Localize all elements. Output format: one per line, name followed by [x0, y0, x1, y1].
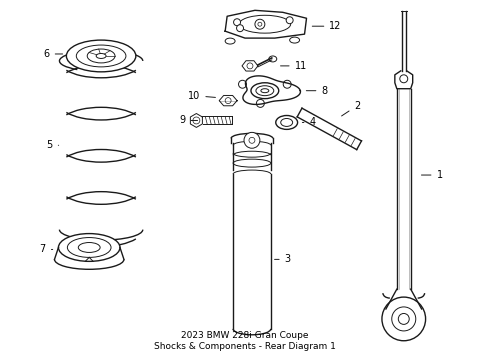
Circle shape — [256, 99, 264, 107]
Text: 10: 10 — [188, 91, 216, 101]
Circle shape — [193, 117, 200, 124]
Ellipse shape — [269, 56, 277, 62]
Ellipse shape — [225, 38, 235, 44]
Circle shape — [382, 297, 426, 341]
Text: 6: 6 — [44, 49, 63, 59]
Text: 9: 9 — [179, 116, 197, 126]
Ellipse shape — [68, 238, 111, 257]
Ellipse shape — [239, 15, 291, 33]
Circle shape — [286, 17, 293, 24]
Circle shape — [237, 25, 244, 32]
Circle shape — [392, 307, 416, 331]
Ellipse shape — [256, 86, 274, 96]
Ellipse shape — [251, 83, 279, 99]
Text: 5: 5 — [47, 140, 59, 150]
Text: 12: 12 — [312, 21, 342, 31]
Circle shape — [400, 75, 408, 83]
Circle shape — [225, 98, 231, 104]
Text: 4: 4 — [302, 117, 316, 127]
Circle shape — [283, 80, 291, 88]
Circle shape — [398, 314, 409, 324]
Circle shape — [234, 19, 241, 26]
Text: 2023 BMW 228i Gran Coupe
Shocks & Components - Rear Diagram 1: 2023 BMW 228i Gran Coupe Shocks & Compon… — [154, 331, 336, 351]
Circle shape — [247, 63, 253, 69]
Ellipse shape — [96, 54, 106, 58]
Text: 11: 11 — [280, 61, 307, 71]
Ellipse shape — [87, 49, 115, 63]
Ellipse shape — [276, 116, 297, 129]
Ellipse shape — [290, 37, 299, 43]
Text: 8: 8 — [306, 86, 327, 96]
Text: 1: 1 — [421, 170, 442, 180]
Text: 3: 3 — [274, 255, 291, 264]
Circle shape — [255, 19, 265, 29]
Circle shape — [239, 80, 246, 88]
Text: 7: 7 — [40, 244, 53, 255]
Ellipse shape — [76, 45, 126, 67]
Ellipse shape — [58, 234, 120, 261]
Ellipse shape — [281, 118, 293, 126]
Text: 2: 2 — [342, 100, 361, 116]
Ellipse shape — [261, 89, 269, 93]
Circle shape — [258, 22, 262, 26]
Ellipse shape — [66, 40, 136, 72]
Circle shape — [244, 132, 260, 148]
Ellipse shape — [78, 243, 100, 252]
Circle shape — [249, 137, 255, 143]
